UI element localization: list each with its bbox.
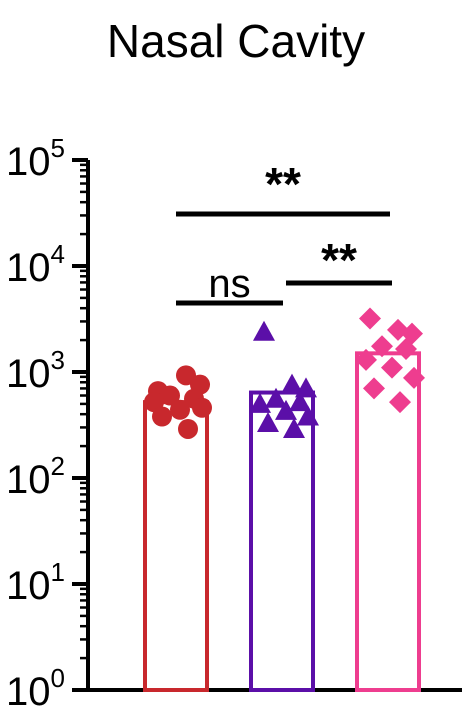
data-point (249, 392, 271, 413)
data-point (297, 405, 319, 426)
data-point (403, 366, 425, 389)
data-point (281, 373, 303, 394)
data-point (371, 335, 393, 358)
data-point (363, 377, 385, 400)
y-tick-label: 101 (6, 557, 65, 608)
data-point (283, 417, 305, 438)
data-point (152, 406, 172, 427)
data-point (395, 337, 417, 360)
y-tick-label: 103 (6, 345, 65, 396)
data-point (257, 412, 279, 433)
data-point (160, 385, 180, 406)
data-point (170, 399, 190, 420)
data-point (265, 387, 287, 408)
significance-label: ** (265, 158, 301, 210)
data-point (289, 391, 311, 412)
data-point (192, 397, 212, 418)
significance-label: ns (208, 262, 250, 306)
y-tick-label: 102 (6, 451, 65, 502)
data-point (359, 307, 381, 330)
bar (143, 400, 209, 692)
data-point (253, 320, 275, 341)
data-point (381, 356, 403, 379)
significance-label: ** (321, 234, 357, 286)
y-tick-label: 100 (6, 663, 65, 714)
data-point (355, 348, 377, 371)
y-tick-label: 104 (6, 239, 65, 290)
data-point (275, 399, 297, 420)
y-tick-label: 105 (6, 133, 65, 184)
chart-title: Nasal Cavity (106, 15, 366, 67)
data-point (178, 418, 198, 439)
data-point (389, 391, 411, 414)
bar (355, 351, 421, 692)
